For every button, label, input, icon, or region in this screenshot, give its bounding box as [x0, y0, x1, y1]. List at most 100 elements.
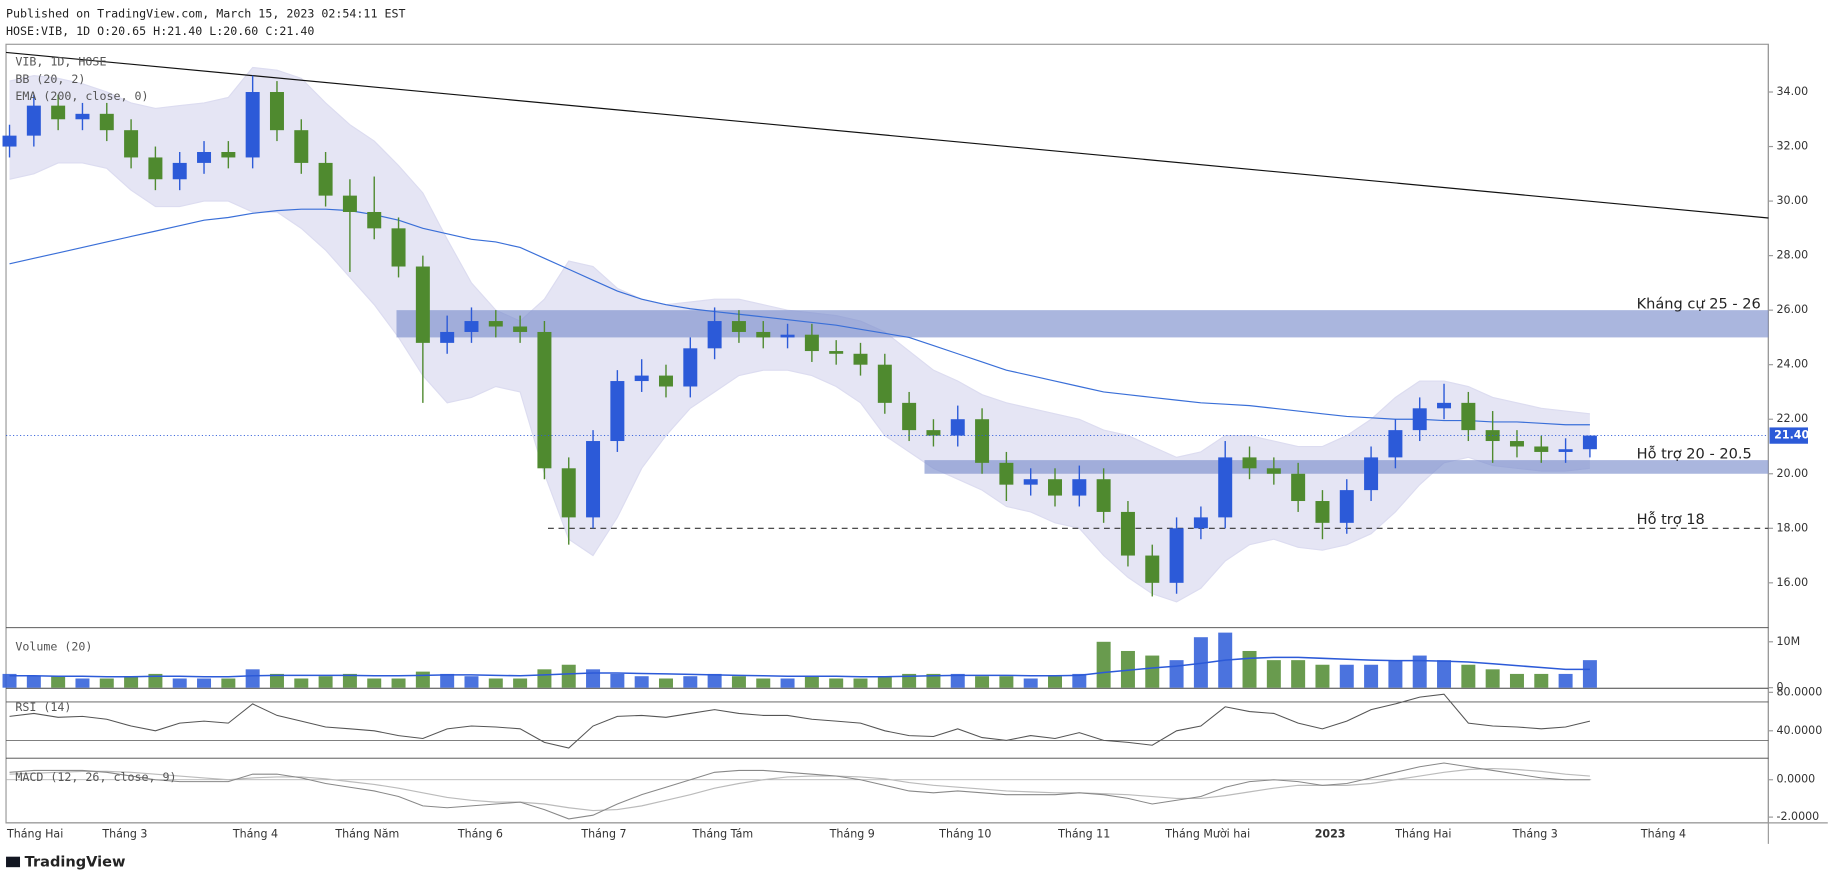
candle-body [1339, 490, 1354, 523]
candle-body [999, 462, 1014, 485]
volume-bar [99, 678, 114, 688]
volume-bar [999, 676, 1014, 688]
candle-body [294, 130, 309, 163]
y-tick-label: 18.00 [1777, 521, 1809, 534]
candle-body [1218, 457, 1233, 518]
candle-body [342, 195, 357, 212]
x-tick-label: Tháng Hai [1394, 828, 1451, 841]
volume-bar [1145, 655, 1160, 688]
volume-bar [1364, 664, 1379, 688]
pane-legend: RSI (14) [15, 700, 71, 714]
volume-bar [950, 673, 965, 688]
candle-body [1582, 435, 1597, 450]
volume-bar [561, 664, 576, 688]
candle-body [51, 105, 66, 120]
volume-bar [1437, 660, 1452, 688]
level-label: Hỗ trợ 18 [1637, 511, 1705, 528]
x-tick-label: Tháng 10 [938, 828, 991, 841]
volume-bar [1266, 660, 1281, 688]
volume-bar [51, 676, 66, 688]
volume-bar [683, 676, 698, 688]
candle-body [221, 151, 236, 158]
candle-body [1364, 457, 1379, 491]
x-tick-label: Tháng 3 [1512, 828, 1558, 841]
candle-body [172, 162, 187, 180]
volume-bar [1242, 650, 1257, 688]
candle-body [391, 228, 406, 267]
candle-body [950, 419, 965, 436]
y-tick-label: 40.0000 [1777, 724, 1823, 737]
x-tick-label: Tháng 9 [829, 828, 875, 841]
candle-body [513, 326, 528, 332]
candle-body [853, 353, 868, 365]
bb-lower [9, 162, 1590, 603]
volume-bar [26, 676, 41, 688]
candle-body [124, 130, 139, 158]
last-price-label: 21.40 [1774, 429, 1809, 442]
candle-body [2, 135, 17, 147]
x-tick-label: Tháng 7 [580, 828, 626, 841]
candle-body [367, 211, 382, 229]
volume-bar [586, 669, 601, 688]
indicator-line [9, 693, 1591, 749]
candle-body [1096, 479, 1111, 512]
y-tick-label: -2.0000 [1777, 810, 1820, 823]
y-tick-label: 30.00 [1777, 194, 1809, 207]
volume-bar [1193, 637, 1208, 688]
candle-body [26, 105, 41, 136]
volume-bar [440, 673, 455, 688]
candle-body [877, 364, 892, 403]
volume-bar [829, 678, 844, 688]
candle-body [1169, 528, 1184, 583]
volume-bar [975, 676, 990, 688]
volume-bar [610, 673, 625, 688]
y-tick-label: 26.00 [1777, 303, 1809, 316]
y-tick-label: 0 [1777, 681, 1784, 694]
volume-bar [1485, 669, 1500, 688]
candle-body [658, 375, 673, 387]
volume-bar [926, 673, 941, 688]
candle-body [731, 321, 746, 332]
candle-body [1558, 449, 1573, 452]
candle-body [99, 113, 114, 131]
candle-body [1388, 430, 1403, 458]
y-tick-label: 22.00 [1777, 412, 1809, 425]
volume-bar [367, 678, 382, 688]
volume-bar [245, 669, 260, 688]
candle-body [440, 331, 455, 343]
ema-line [9, 208, 1590, 426]
candle-body [975, 419, 990, 463]
volume-bar [902, 673, 917, 688]
x-tick-label: Tháng 3 [101, 828, 147, 841]
volume-bar [707, 673, 722, 688]
zone [924, 460, 1769, 474]
pane-legend: EMA (200, close, 0) [15, 89, 148, 103]
volume-bar [634, 676, 649, 688]
candle-body [804, 334, 819, 352]
volume-bar [1534, 673, 1549, 688]
candle-body [1048, 479, 1063, 496]
volume-bar [318, 676, 333, 688]
candle-body [415, 266, 430, 343]
x-tick-label: Tháng Mười hai [1164, 828, 1250, 841]
volume-bar [658, 678, 673, 688]
y-tick-label: 34.00 [1777, 85, 1809, 98]
volume-ma [9, 656, 1590, 678]
symbol-line: HOSE:VIB, 1D O:20.65 H:21.40 L:20.60 C:2… [6, 24, 314, 38]
candle-body [1242, 457, 1257, 469]
volume-bar [1072, 673, 1087, 688]
y-tick-label: 10M [1777, 635, 1801, 648]
volume-bar [1461, 664, 1476, 688]
candle-body [1266, 468, 1281, 474]
volume-bar [1388, 660, 1403, 688]
x-tick-label: Tháng Hai [6, 828, 63, 841]
pane-legend: VIB, 1D, HOSE [15, 54, 106, 68]
volume-bar [780, 678, 795, 688]
x-tick-label: Tháng 4 [232, 828, 278, 841]
candle-body [1315, 501, 1330, 523]
candle-body [1023, 479, 1038, 485]
candle-body [561, 468, 576, 518]
volume-bar [731, 676, 746, 688]
volume-bar [148, 673, 163, 688]
